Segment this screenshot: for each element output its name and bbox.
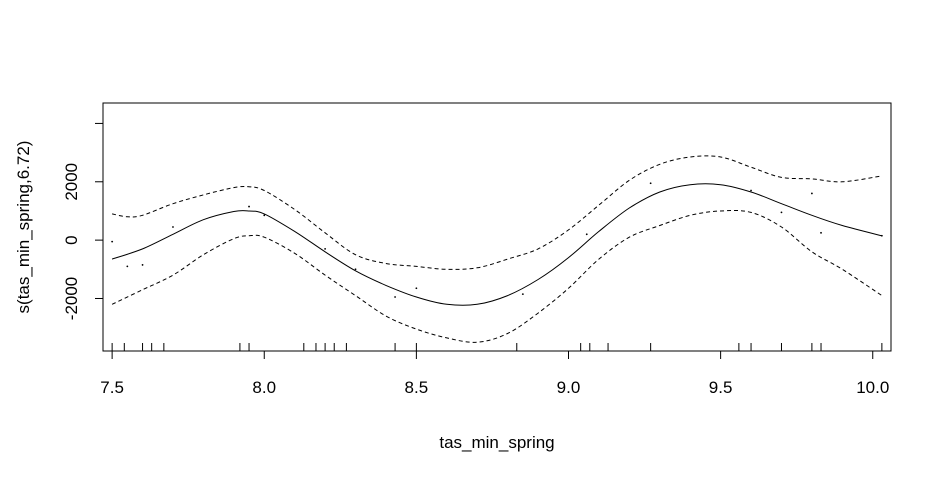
- smooth-series: [111, 155, 883, 343]
- x-axis: 7.5 8.0 8.5 9.0 9.5 10.0: [100, 350, 889, 397]
- partial-residual-points: [111, 182, 883, 298]
- y-tick-label: 0: [62, 235, 81, 244]
- residual-point: [172, 226, 174, 228]
- residual-point: [585, 233, 588, 236]
- residual-point: [415, 287, 418, 290]
- residual-point: [324, 247, 327, 250]
- y-tick-label: 2000: [62, 163, 81, 201]
- residual-point: [810, 192, 813, 195]
- residual-point: [820, 231, 822, 234]
- residual-point: [521, 293, 524, 296]
- plot-frame: [102, 102, 892, 352]
- residual-point: [141, 264, 144, 266]
- y-axis: -2000 0 2000: [62, 122, 104, 320]
- residual-point: [111, 240, 114, 243]
- residual-point: [750, 189, 752, 192]
- residual-point: [649, 182, 652, 185]
- residual-point: [780, 211, 783, 214]
- lower-confidence-band: [111, 210, 883, 343]
- x-tick-label: 8.5: [405, 378, 429, 397]
- residual-point: [354, 268, 357, 271]
- residual-point: [248, 205, 250, 208]
- rug-marks: [111, 343, 883, 351]
- x-tick-label: 10.0: [856, 378, 889, 397]
- smooth-estimate-line: [111, 183, 883, 306]
- y-tick-label: -2000: [62, 277, 81, 320]
- x-tick-label: 9.5: [709, 378, 733, 397]
- x-tick-label: 7.5: [100, 378, 124, 397]
- x-tick-label: 9.0: [557, 378, 581, 397]
- x-tick-label: 8.0: [252, 378, 276, 397]
- residual-point: [880, 234, 883, 237]
- y-axis-title: s(tas_min_spring,6.72): [14, 141, 33, 314]
- residual-point: [263, 214, 266, 217]
- residual-point: [126, 265, 129, 268]
- x-axis-title: tas_min_spring: [439, 433, 554, 452]
- residual-point: [394, 296, 396, 298]
